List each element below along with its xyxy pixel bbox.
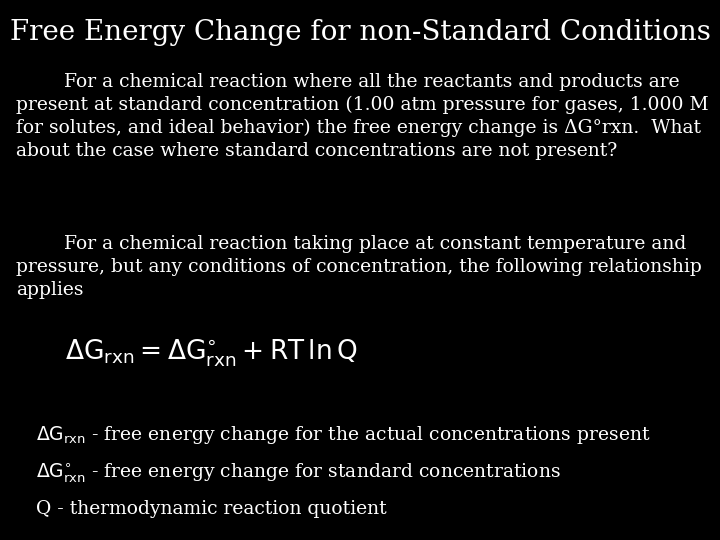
Text: $\mathrm{\Delta G_{rxn}}$ - free energy change for the actual concentrations pre: $\mathrm{\Delta G_{rxn}}$ - free energy …: [36, 424, 651, 446]
Text: For a chemical reaction taking place at constant temperature and
pressure, but a: For a chemical reaction taking place at …: [16, 235, 702, 299]
Text: $\mathrm{\Delta G_{rxn} = \Delta G^{\circ}_{rxn} + RT\,ln\,Q}$: $\mathrm{\Delta G_{rxn} = \Delta G^{\cir…: [65, 338, 357, 369]
Text: For a chemical reaction where all the reactants and products are
present at stan: For a chemical reaction where all the re…: [16, 73, 708, 160]
Text: Q - thermodynamic reaction quotient: Q - thermodynamic reaction quotient: [36, 500, 387, 517]
Text: Free Energy Change for non-Standard Conditions: Free Energy Change for non-Standard Cond…: [9, 19, 711, 46]
Text: $\mathrm{\Delta G^{\circ}_{rxn}}$ - free energy change for standard concentratio: $\mathrm{\Delta G^{\circ}_{rxn}}$ - free…: [36, 462, 561, 485]
